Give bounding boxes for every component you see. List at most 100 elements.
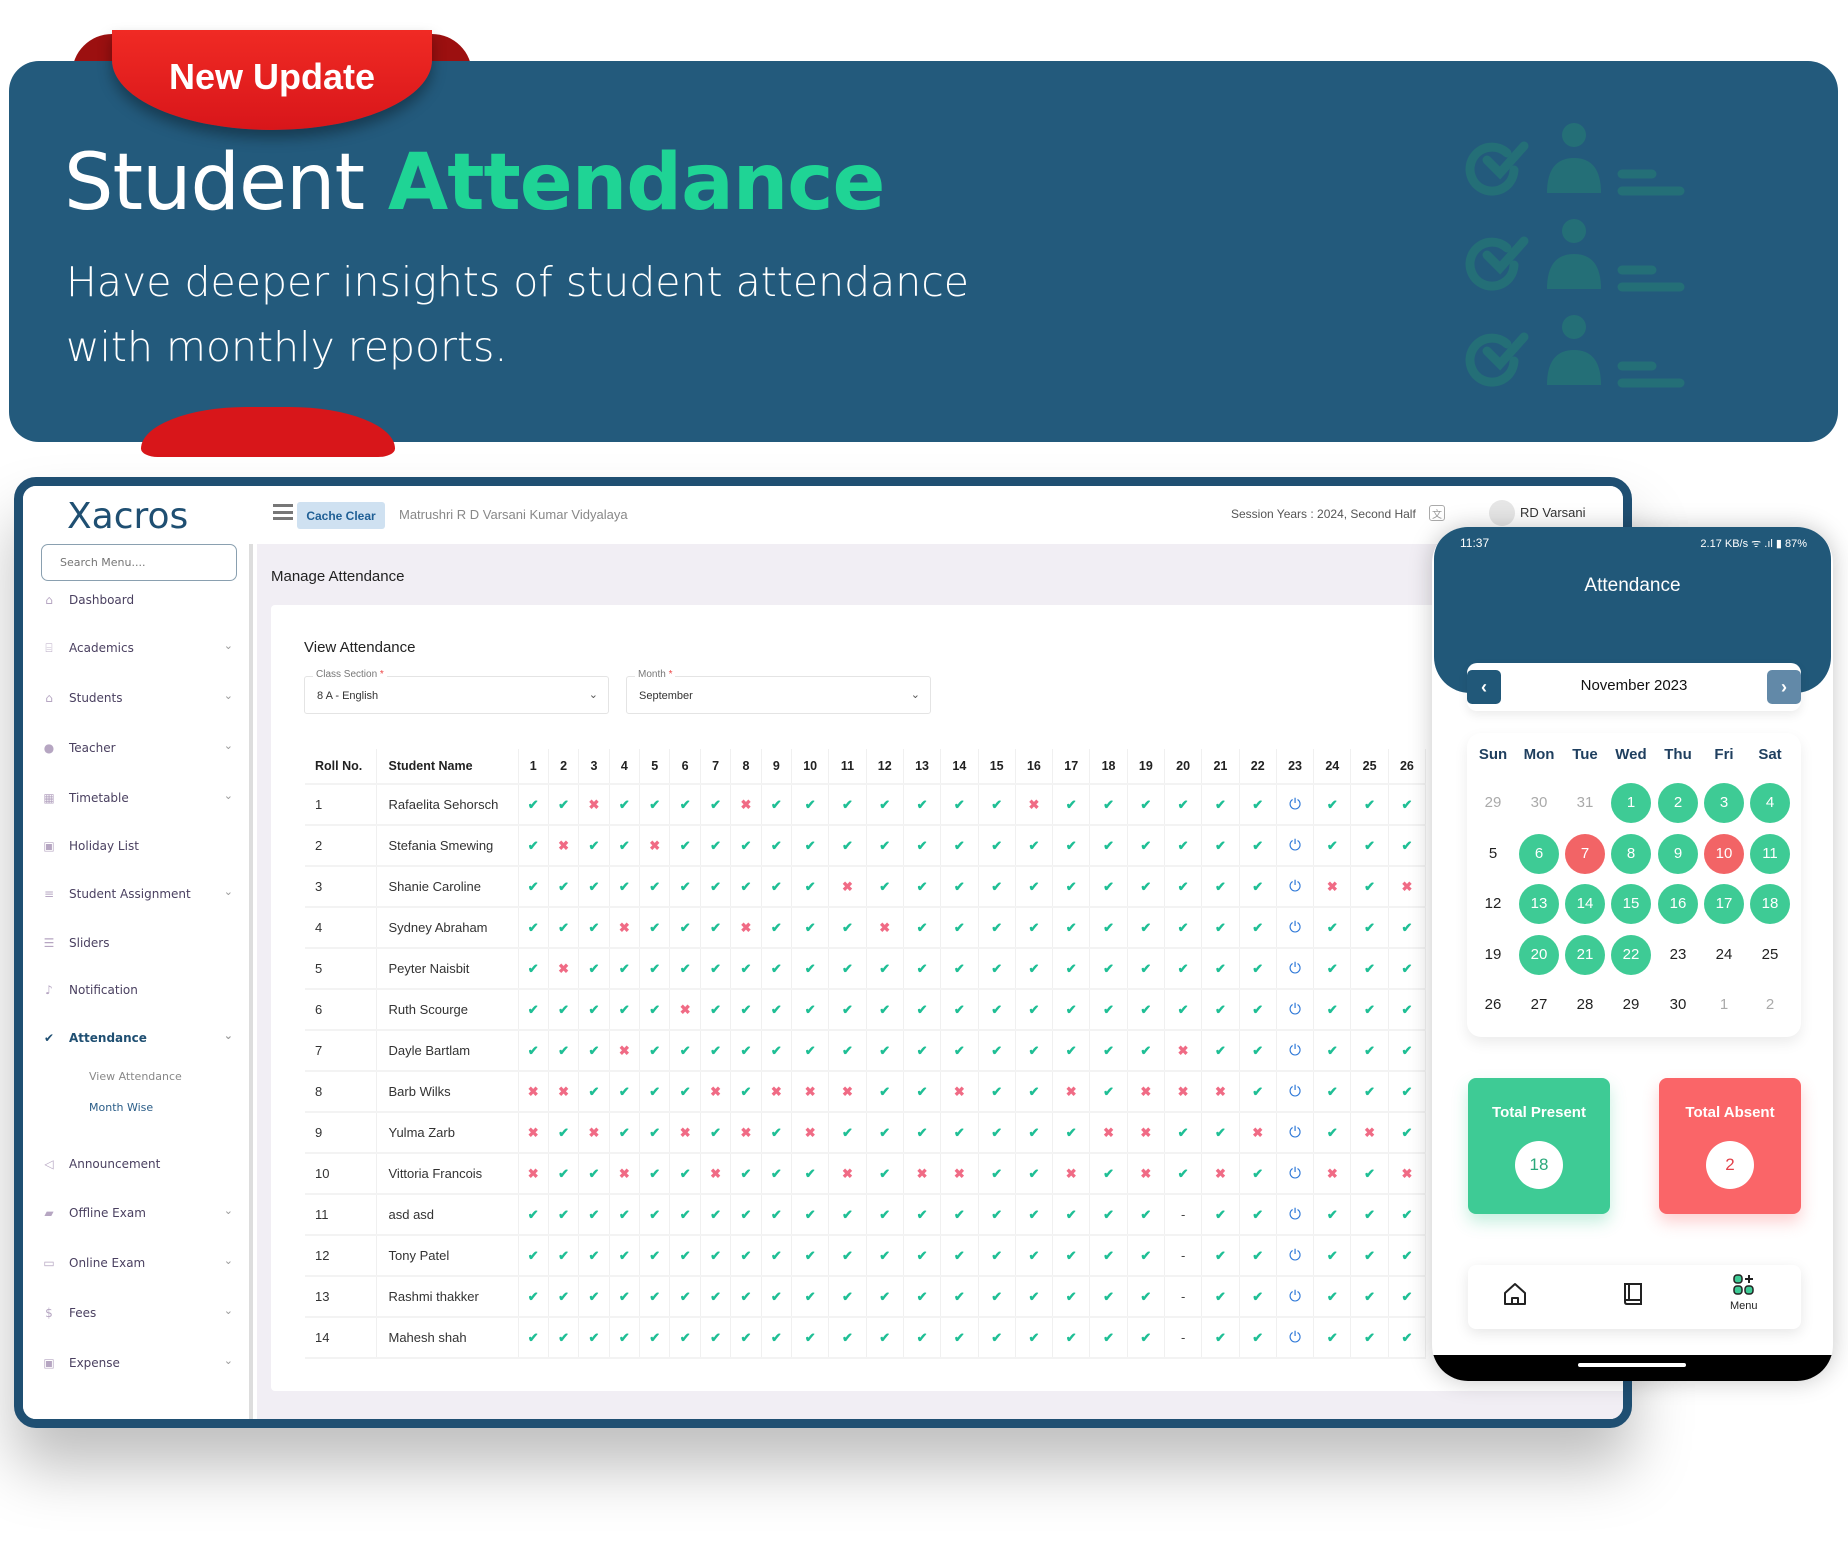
- calendar-day[interactable]: 25: [1761, 945, 1779, 963]
- chevron-right-icon[interactable]: ›: [1767, 670, 1801, 704]
- calendar-day-present[interactable]: 18: [1750, 884, 1790, 924]
- session-years[interactable]: Session Years : 2024, Second Half: [1231, 507, 1416, 521]
- present-check-icon: ✔: [679, 919, 691, 935]
- attendance-cell: ✔: [700, 1317, 732, 1359]
- present-check-icon: ✔: [804, 878, 816, 894]
- sidebar-item-academics[interactable]: ⌸ Academics ⌄: [41, 636, 237, 660]
- hamburger-menu-icon[interactable]: [273, 504, 293, 520]
- calendar-day-absent[interactable]: 7: [1565, 833, 1605, 874]
- calendar-day-present[interactable]: 6: [1519, 833, 1559, 874]
- calendar-day-present[interactable]: 1: [1611, 783, 1651, 823]
- search-menu-input[interactable]: [41, 544, 237, 581]
- attendance-cell: ✔: [518, 989, 549, 1031]
- attendance-cell: ✔: [1164, 989, 1203, 1031]
- calendar-day-present[interactable]: 20: [1519, 934, 1559, 975]
- user-avatar[interactable]: [1489, 500, 1515, 526]
- sidebar-item-fees[interactable]: $ Fees ⌄: [41, 1301, 237, 1325]
- calendar-day-absent[interactable]: 10: [1704, 833, 1744, 874]
- attendance-cell: ✔: [1239, 1153, 1277, 1195]
- calendar-day-present[interactable]: 14: [1565, 884, 1605, 924]
- calendar-day-present[interactable]: 17: [1704, 884, 1744, 924]
- calendar-day-present[interactable]: 16: [1658, 884, 1698, 924]
- sidebar-item-timetable[interactable]: ▦ Timetable ⌄: [41, 786, 237, 810]
- calendar-day[interactable]: 24: [1715, 945, 1733, 963]
- sidebar-subitem-month-wise[interactable]: Month Wise: [89, 1101, 154, 1114]
- calendar-day-present[interactable]: 9: [1658, 833, 1698, 874]
- sidebar-item-announcement[interactable]: ◁ Announcement: [41, 1152, 237, 1176]
- attendance-cell: ✖: [1313, 1153, 1352, 1195]
- present-check-icon: ✔: [649, 1042, 661, 1058]
- calendar-day-present[interactable]: 2: [1658, 783, 1698, 823]
- bank-icon: ⌸: [45, 640, 53, 655]
- sidebar-item-online-exam[interactable]: ▭ Online Exam ⌄: [41, 1251, 237, 1275]
- attendance-cell: ✔: [940, 948, 979, 990]
- sidebar-item-expense[interactable]: ▣ Expense ⌄: [41, 1351, 237, 1375]
- calendar-day-muted[interactable]: 29: [1484, 794, 1502, 811]
- calendar-day-present[interactable]: 11: [1750, 833, 1790, 874]
- attendance-cell: ✔: [791, 784, 830, 826]
- present-check-icon: ✔: [558, 1247, 570, 1263]
- calendar-day[interactable]: 29: [1622, 996, 1640, 1013]
- calendar-day[interactable]: 27: [1530, 996, 1548, 1013]
- attendance-cell: ✔: [1015, 948, 1054, 990]
- calendar-day[interactable]: 12: [1484, 895, 1502, 912]
- sidebar-subitem-view-attendance[interactable]: View Attendance: [89, 1070, 182, 1083]
- cache-clear-button[interactable]: Cache Clear: [297, 502, 385, 529]
- absent-cross-icon: ✖: [588, 1124, 600, 1140]
- user-name[interactable]: RD Varsani: [1520, 505, 1586, 520]
- calendar-day[interactable]: 30: [1669, 996, 1687, 1013]
- calendar-day-muted[interactable]: 1: [1719, 996, 1729, 1013]
- bottom-nav: Menu: [1468, 1265, 1801, 1329]
- calendar-day[interactable]: 5: [1488, 844, 1498, 862]
- absent-cross-icon: ✖: [618, 1042, 630, 1058]
- absent-cross-icon: ✖: [527, 1083, 539, 1099]
- calendar-day-present[interactable]: 21: [1565, 934, 1605, 975]
- sidebar-item-holiday-list[interactable]: ▣ Holiday List: [41, 834, 237, 858]
- calendar-day-muted[interactable]: 30: [1530, 794, 1548, 811]
- holiday-power-icon: ⏻: [1289, 837, 1301, 854]
- calendar-day-present[interactable]: 8: [1611, 833, 1651, 874]
- calendar-day-muted[interactable]: 2: [1765, 996, 1775, 1013]
- attendance-cell: ✔: [669, 1317, 701, 1359]
- sidebar-item-attendance[interactable]: ✔ Attendance ⌄: [41, 1026, 237, 1050]
- present-check-icon: ✔: [1065, 1042, 1077, 1058]
- attendance-cell: ✔: [866, 948, 904, 990]
- calendar-day-present[interactable]: 15: [1611, 884, 1651, 924]
- sidebar-item-label: Online Exam: [69, 1256, 146, 1270]
- roll-no: 8: [305, 1071, 377, 1113]
- month-select[interactable]: Month * September ⌄: [626, 669, 931, 714]
- attendance-cell: ✔: [940, 1194, 979, 1236]
- sidebar-item-sliders[interactable]: ☰ Sliders: [41, 931, 237, 955]
- present-check-icon: ✔: [1214, 1288, 1226, 1304]
- calendar-day-present[interactable]: 3: [1704, 783, 1744, 823]
- sidebar-item-students[interactable]: ⌂ Students ⌄: [41, 686, 237, 710]
- menu-nav-item[interactable]: Menu: [1730, 1273, 1758, 1312]
- attendance-cell: ✔: [1201, 907, 1240, 949]
- calendar-day-present[interactable]: 13: [1519, 884, 1559, 924]
- calendar-day[interactable]: 23: [1669, 945, 1687, 963]
- calendar-day[interactable]: 28: [1576, 996, 1594, 1013]
- sidebar-item-student-assignment[interactable]: ≡ Student Assignment ⌄: [41, 882, 237, 906]
- roll-no: 10: [305, 1153, 377, 1195]
- present-check-icon: ✔: [1401, 1001, 1413, 1017]
- class-section-select[interactable]: Class Section * 8 A - English ⌄: [304, 669, 609, 714]
- book-icon[interactable]: [1621, 1281, 1645, 1310]
- school-name: Matrushri R D Varsani Kumar Vidyalaya: [399, 507, 628, 522]
- calendar-day[interactable]: 26: [1484, 996, 1502, 1013]
- calendar-day-present[interactable]: 4: [1750, 783, 1790, 823]
- translate-icon[interactable]: 文: [1429, 505, 1445, 521]
- present-check-icon: ✔: [1103, 878, 1114, 894]
- present-check-icon: ✔: [710, 960, 721, 976]
- home-icon[interactable]: [1502, 1281, 1528, 1310]
- calendar-day[interactable]: 19: [1484, 945, 1502, 963]
- table-row: 1 Rafaelita Sehorsch ✔ ✔ ✖ ✔ ✔ ✔ ✔ ✖ ✔ ✔ ✔ ✔ ✔ ✔ ✔ ✖ ✔ ✔ ✔ ✔ ✔…: [305, 784, 1427, 826]
- calendar-day-present[interactable]: 22: [1611, 934, 1651, 975]
- sidebar-item-dashboard[interactable]: ⌂ Dashboard: [41, 588, 237, 612]
- sidebar-item-notification[interactable]: ♪ Notification: [41, 978, 237, 1002]
- chevron-left-icon[interactable]: ‹: [1467, 670, 1501, 704]
- calendar-day-muted[interactable]: 31: [1576, 794, 1594, 811]
- table-row: 4 Sydney Abraham ✔ ✔ ✔ ✖ ✔ ✔ ✔ ✖ ✔ ✔ ✔ ✖ ✔ ✔ ✔ ✔ ✔ ✔ ✔ ✔ ✔ ✔ ⏻ ✔ ✔…: [305, 907, 1427, 949]
- present-check-icon: ✔: [953, 1124, 965, 1140]
- sidebar-item-offline-exam[interactable]: ▰ Offline Exam ⌄: [41, 1201, 237, 1225]
- sidebar-item-teacher[interactable]: ● Teacher ⌄: [41, 736, 237, 760]
